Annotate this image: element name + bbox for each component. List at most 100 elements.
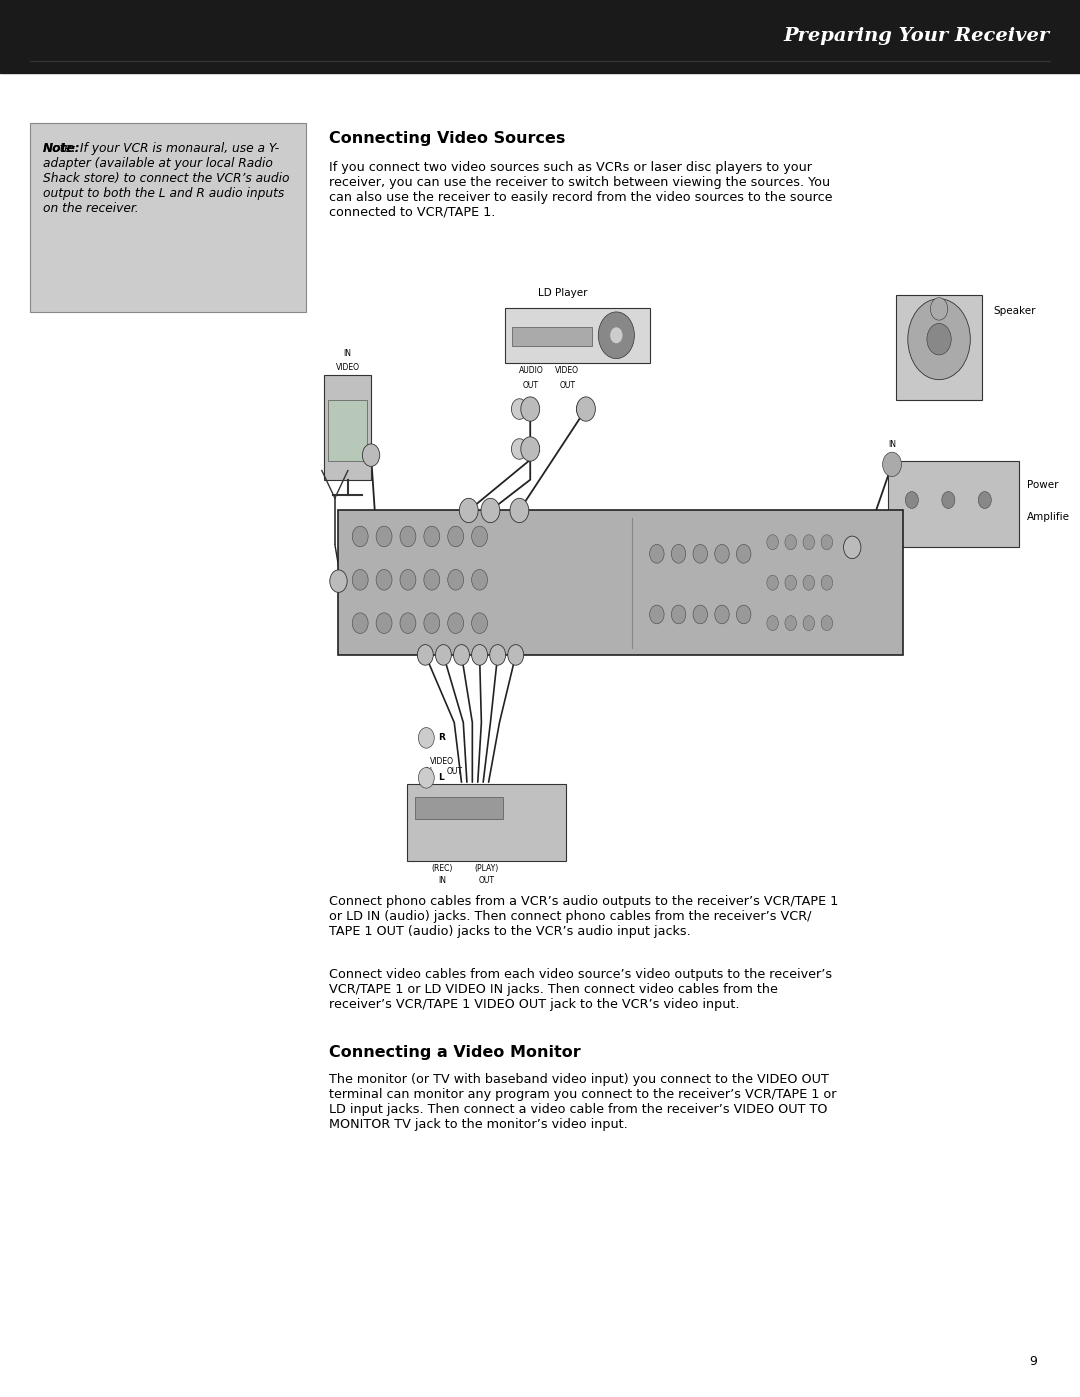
Circle shape — [650, 605, 664, 624]
Text: R: R — [532, 444, 540, 454]
Text: Connecting Video Sources: Connecting Video Sources — [329, 131, 566, 147]
Bar — [415, 798, 502, 819]
Text: LD Player: LD Player — [538, 288, 588, 299]
Circle shape — [423, 570, 440, 590]
Text: IN: IN — [438, 876, 446, 886]
Circle shape — [472, 570, 487, 590]
Text: VIDEO: VIDEO — [555, 366, 579, 374]
Circle shape — [435, 644, 451, 665]
Circle shape — [978, 492, 991, 509]
Text: OUT: OUT — [478, 876, 495, 886]
Text: 9: 9 — [1029, 1355, 1037, 1368]
Circle shape — [821, 616, 833, 630]
Text: (REC): (REC) — [432, 863, 453, 873]
Circle shape — [672, 605, 686, 624]
Text: L: L — [532, 404, 539, 414]
Circle shape — [821, 535, 833, 550]
Circle shape — [598, 312, 634, 359]
Bar — [324, 376, 372, 479]
Circle shape — [767, 535, 779, 550]
Circle shape — [693, 605, 707, 624]
Text: VIDEO: VIDEO — [430, 757, 455, 766]
Text: IN: IN — [343, 349, 351, 358]
Text: The monitor (or TV with baseband video input) you connect to the VIDEO OUT
termi: The monitor (or TV with baseband video i… — [329, 1073, 837, 1132]
Text: Note: If your VCR is monaural, use a Y-
adapter (available at your local Radio
S: Note: If your VCR is monaural, use a Y- … — [43, 142, 289, 215]
Circle shape — [672, 545, 686, 563]
Text: Connect video cables from each video source’s video outputs to the receiver’s
VC: Connect video cables from each video sou… — [329, 968, 833, 1011]
Text: AUDIO: AUDIO — [518, 366, 543, 374]
Circle shape — [472, 527, 487, 546]
Circle shape — [882, 453, 902, 476]
Text: OUT: OUT — [559, 381, 576, 390]
Circle shape — [418, 728, 434, 749]
FancyBboxPatch shape — [30, 123, 306, 312]
Circle shape — [843, 536, 861, 559]
Circle shape — [804, 576, 814, 590]
Text: Preparing Your Receiver: Preparing Your Receiver — [784, 28, 1050, 45]
Bar — [889, 461, 1018, 548]
Text: Amplifie: Amplifie — [1027, 513, 1070, 522]
Circle shape — [448, 527, 463, 546]
Circle shape — [352, 613, 368, 633]
Circle shape — [472, 613, 487, 633]
Circle shape — [423, 527, 440, 546]
Circle shape — [693, 545, 707, 563]
Circle shape — [804, 616, 814, 630]
Bar — [512, 327, 592, 346]
Circle shape — [785, 616, 797, 630]
Circle shape — [908, 299, 970, 380]
Text: R: R — [437, 733, 445, 742]
Circle shape — [376, 527, 392, 546]
Circle shape — [454, 644, 470, 665]
Text: Connect phono cables from a VCR’s audio outputs to the receiver’s VCR/TAPE 1
or : Connect phono cables from a VCR’s audio … — [329, 895, 839, 939]
Bar — [338, 510, 903, 655]
Circle shape — [930, 298, 948, 320]
Circle shape — [481, 499, 500, 522]
Circle shape — [510, 499, 529, 522]
Bar — [407, 784, 566, 861]
Circle shape — [785, 535, 797, 550]
Circle shape — [472, 644, 487, 665]
Text: Power: Power — [1027, 481, 1058, 490]
Bar — [505, 307, 650, 363]
Circle shape — [767, 576, 779, 590]
Circle shape — [423, 613, 440, 633]
Text: L: L — [437, 774, 444, 782]
Circle shape — [767, 616, 779, 630]
Circle shape — [508, 644, 524, 665]
Circle shape — [400, 613, 416, 633]
Circle shape — [512, 439, 527, 460]
Text: IN: IN — [888, 440, 896, 448]
Circle shape — [376, 613, 392, 633]
Circle shape — [942, 492, 955, 509]
Circle shape — [352, 527, 368, 546]
Text: (PLAY): (PLAY) — [475, 863, 499, 873]
Circle shape — [737, 545, 751, 563]
Text: IN: IN — [424, 767, 432, 775]
Text: VCR: VCR — [475, 837, 498, 847]
Circle shape — [785, 576, 797, 590]
Circle shape — [400, 570, 416, 590]
Circle shape — [352, 570, 368, 590]
Circle shape — [577, 397, 595, 422]
Circle shape — [577, 398, 593, 419]
Circle shape — [927, 324, 951, 355]
Circle shape — [737, 605, 751, 624]
Circle shape — [715, 605, 729, 624]
Text: VIDEO: VIDEO — [336, 363, 360, 372]
Circle shape — [521, 437, 540, 461]
Circle shape — [448, 613, 463, 633]
Circle shape — [512, 398, 527, 419]
Text: Note:: Note: — [43, 142, 81, 155]
Text: OUT: OUT — [523, 381, 539, 390]
Text: OUT: OUT — [447, 767, 463, 775]
Circle shape — [363, 444, 380, 467]
Bar — [324, 258, 1048, 873]
Bar — [895, 295, 983, 400]
Circle shape — [715, 545, 729, 563]
Text: Connecting a Video Monitor: Connecting a Video Monitor — [329, 1045, 581, 1060]
Circle shape — [417, 644, 433, 665]
Circle shape — [400, 527, 416, 546]
Text: Speaker: Speaker — [994, 306, 1036, 316]
Bar — [327, 401, 367, 461]
